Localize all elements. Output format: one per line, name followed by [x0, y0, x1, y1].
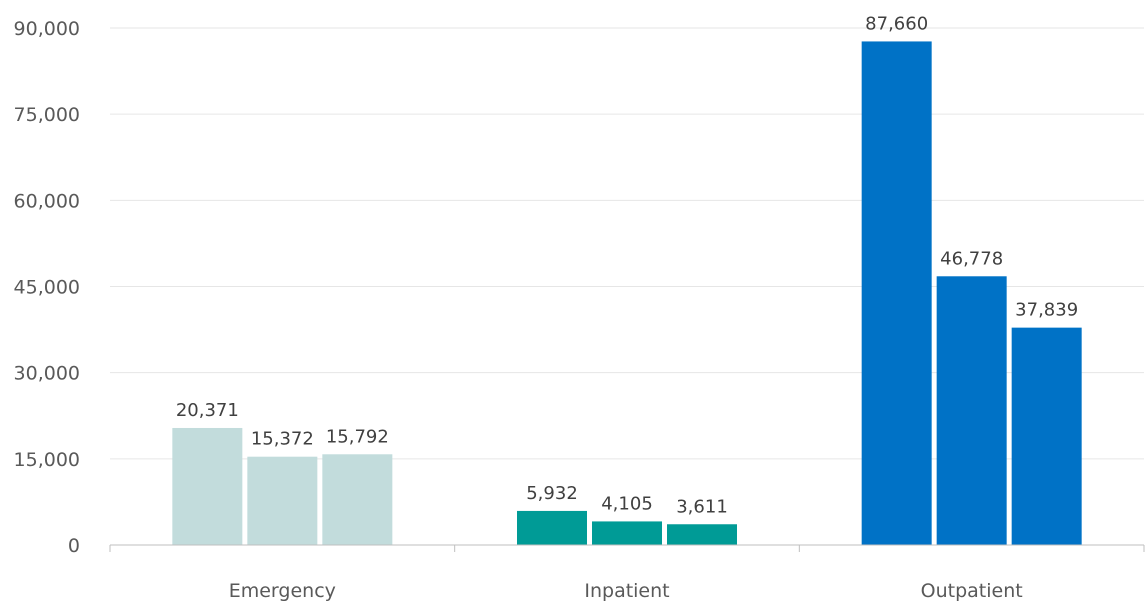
y-tick-label: 15,000	[14, 449, 80, 471]
data-label: 20,371	[176, 400, 239, 421]
x-axis-category-labels: Emergency Inpatient Outpatient	[229, 580, 1023, 602]
bars	[172, 41, 1082, 545]
y-tick-label: 30,000	[14, 363, 80, 385]
bar-inpatient-1	[517, 510, 587, 545]
bar-inpatient-3	[667, 524, 737, 545]
bar-emergency-3	[322, 454, 393, 545]
data-label: 5,932	[526, 483, 578, 504]
x-axis	[109, 544, 1145, 552]
category-label-inpatient: Inpatient	[584, 580, 669, 602]
y-axis-tick-labels: 0 15,000 30,000 45,000 60,000 75,000 90,000	[14, 18, 80, 557]
y-tick-label: 90,000	[14, 18, 80, 40]
bar-outpatient-2	[936, 276, 1007, 545]
data-label: 15,792	[326, 426, 389, 447]
bar-emergency-1	[172, 427, 243, 545]
data-label: 4,105	[601, 493, 653, 514]
category-label-outpatient: Outpatient	[921, 580, 1023, 602]
bar-outpatient-3	[1011, 327, 1082, 545]
data-label: 3,611	[676, 496, 728, 517]
data-label: 37,839	[1015, 300, 1078, 321]
y-tick-label: 45,000	[14, 277, 80, 299]
data-label: 87,660	[865, 13, 928, 34]
data-label: 46,778	[940, 248, 1003, 269]
y-tick-label: 0	[68, 535, 80, 557]
category-label-emergency: Emergency	[229, 580, 336, 602]
bar-emergency-2	[247, 456, 318, 545]
y-tick-label: 75,000	[14, 104, 80, 126]
data-label: 15,372	[251, 429, 314, 450]
bar-inpatient-2	[592, 521, 662, 545]
data-labels: 20,371 15,372 15,792 5,932 4,105 3,611 87,660 4…	[176, 13, 1078, 517]
y-tick-label: 60,000	[14, 190, 80, 212]
bar-outpatient-1	[861, 41, 932, 545]
